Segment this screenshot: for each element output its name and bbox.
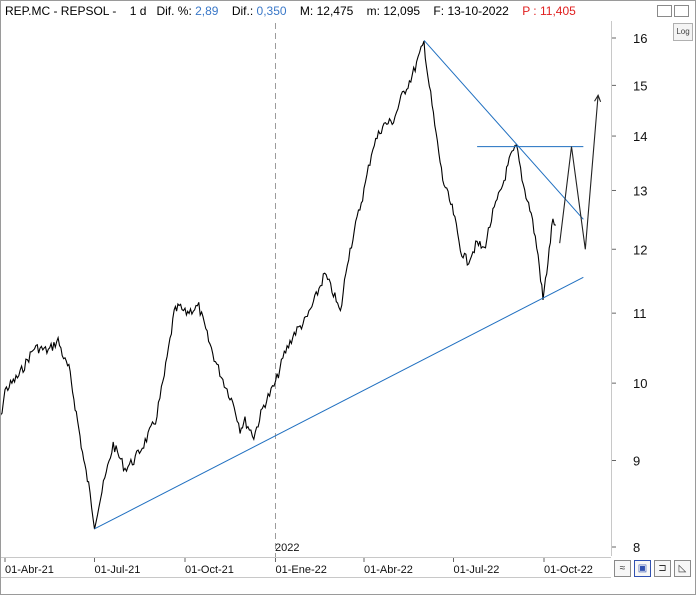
symbol-name: REP.MC - REPSOL - [5, 4, 117, 18]
y-tick-label: 16 [633, 31, 647, 46]
quote-header: REP.MC - REPSOL - 1 d Dif. %: 2,89 Dif.:… [5, 4, 576, 20]
y-tick-label: 12 [633, 242, 647, 257]
save-icon[interactable]: ▣ [634, 560, 651, 577]
price-value: 11,405 [540, 4, 576, 18]
x-tick-label: 01-Oct-22 [544, 564, 593, 576]
horizontal-scrollbar[interactable] [1, 577, 611, 578]
wave-icon[interactable]: ≈ [614, 560, 631, 577]
max-label: M: [299, 4, 314, 18]
projection-arrowhead [594, 93, 602, 102]
y-tick-label: 14 [633, 129, 647, 144]
price-label: P : [522, 4, 537, 18]
close-button[interactable] [674, 5, 689, 17]
date-value: 13-10-2022 [447, 4, 509, 18]
x-axis-ticks: 01-Abr-21 01-Jul-21 01-Oct-21 01-Ene-22 01-A… [4, 557, 593, 576]
zoom-icon[interactable]: ◺ [674, 560, 691, 577]
trendline-2 [423, 39, 584, 220]
dif-label: Dif.: [231, 4, 254, 18]
y-axis-line [611, 21, 612, 556]
y-tick-label: 11 [633, 306, 647, 321]
x-tick-label: 01-Abr-22 [364, 564, 413, 576]
dif-pct-label: Dif. %: [156, 4, 192, 18]
log-scale-button[interactable]: Log [673, 23, 693, 41]
y-tick-label: 10 [633, 376, 647, 391]
max-value: 12,475 [316, 4, 354, 18]
y-tick-label: 13 [633, 183, 647, 198]
year-label: 2022 [275, 542, 300, 554]
y-axis-ticks: 8 9 10 11 12 13 14 15 16 [611, 31, 647, 555]
trendline-1 [94, 276, 584, 530]
date-label: F: [433, 4, 445, 18]
y-tick-label: 8 [633, 540, 640, 555]
window-controls [657, 5, 689, 17]
price-series [1, 40, 556, 530]
projection-path [559, 93, 602, 250]
dif-pct-value: 2,89 [195, 4, 219, 18]
period: 1 d [129, 4, 147, 18]
x-tick-label: 01-Jul-21 [95, 564, 141, 576]
x-tick-label: 01-Ene-22 [275, 564, 326, 576]
y-tick-label: 15 [633, 78, 647, 93]
x-tick-label: 01-Abr-21 [5, 564, 54, 576]
x-tick-label: 01-Oct-21 [185, 564, 234, 576]
min-value: 12,095 [383, 4, 421, 18]
trendlines [94, 39, 584, 530]
y-tick-label: 9 [633, 454, 640, 469]
projection-line [559, 95, 599, 250]
dif-value: 0,350 [256, 4, 287, 18]
price-line [1, 40, 556, 530]
x-tick-label: 01-Jul-22 [454, 564, 500, 576]
x-axis-line [1, 557, 611, 558]
x-axis-bar [1, 557, 695, 594]
chart-toolbar: ≈ ▣ ⊐ ◺ [614, 560, 691, 577]
min-label: m: [366, 4, 381, 18]
pin-icon[interactable]: ⊐ [654, 560, 671, 577]
restore-button[interactable] [657, 5, 672, 17]
